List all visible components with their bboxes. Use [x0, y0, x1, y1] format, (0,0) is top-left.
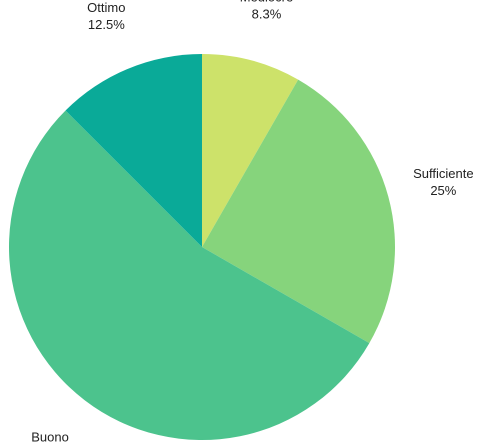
slice-name-label-ottimo: Ottimo: [87, 0, 125, 15]
slice-percent-label-mediocre: 8.3%: [252, 6, 282, 21]
slice-percent-label-sufficiente: 25%: [430, 183, 456, 198]
slice-percent-label-ottimo: 12.5%: [88, 17, 125, 32]
pie-slice-sufficiente: [202, 79, 395, 344]
pie-labels: Mediocre8.3%Sufficiente25%Buono54.2%Otti…: [31, 0, 473, 442]
slice-name-label-buono: Buono: [31, 429, 69, 442]
pie-slice-buono: [8, 110, 370, 441]
pie-slices: [8, 54, 395, 441]
slice-name-label-sufficiente: Sufficiente: [413, 166, 473, 181]
slice-name-label-mediocre: Mediocre: [240, 0, 293, 4]
pie-slice-mediocre: [202, 54, 299, 247]
pie-slice-ottimo: [65, 54, 203, 247]
